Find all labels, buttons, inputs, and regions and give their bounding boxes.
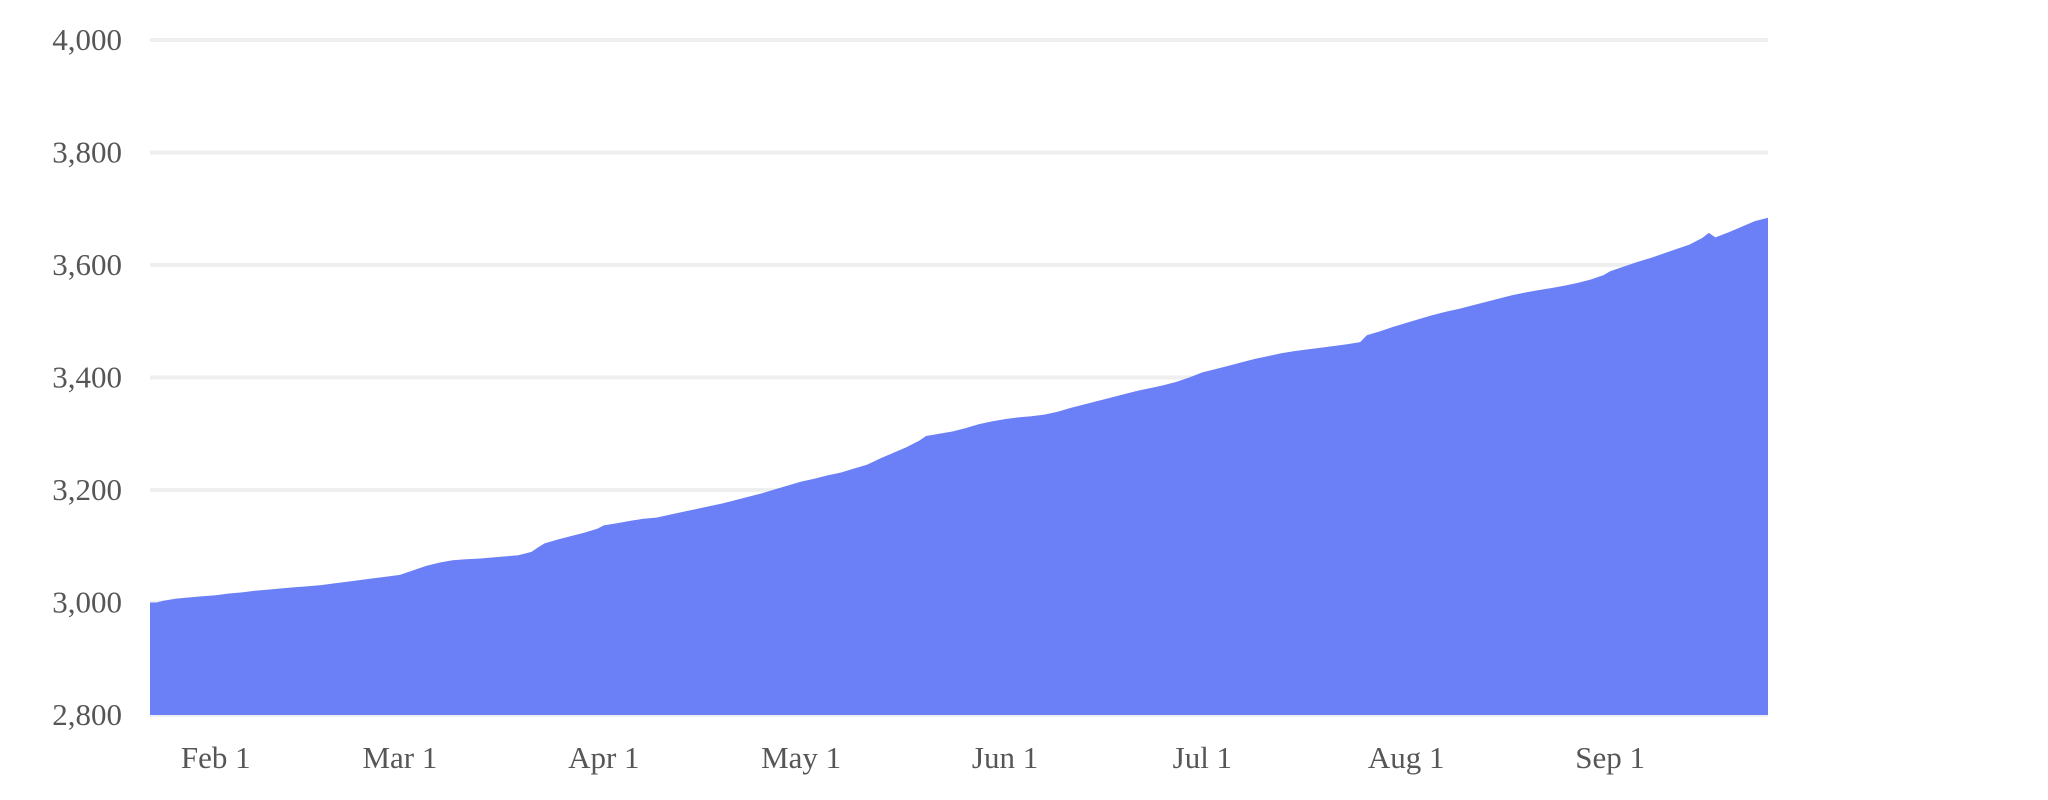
area-series [150,217,1768,716]
x-axis-labels: Feb 1 Mar 1 Apr 1 May 1 Jun 1 Jul 1 Aug 1 Sep 1 [181,740,1645,775]
x-axis-tick-label: Apr 1 [568,740,639,775]
y-axis-tick-label: 4,000 [52,22,122,57]
y-axis-labels: 4,000 3,800 3,600 3,400 3,200 3,000 2,800 [52,22,122,732]
y-axis-tick-label: 3,400 [52,360,122,395]
x-axis-tick-label: Feb 1 [181,740,251,775]
x-axis-tick-label: Jun 1 [972,740,1038,775]
y-axis-tick-label: 3,800 [52,135,122,170]
x-axis-tick-label: Mar 1 [362,740,437,775]
y-axis-tick-label: 3,000 [52,585,122,620]
y-axis-tick-label: 3,600 [52,247,122,282]
x-axis-tick-label: Jul 1 [1173,740,1232,775]
y-axis-tick-label: 2,800 [52,697,122,732]
area-series-shape [150,217,1768,716]
x-axis-tick-label: Sep 1 [1575,740,1645,775]
x-axis-tick-label: Aug 1 [1368,740,1445,775]
y-axis-tick-label: 3,200 [52,472,122,507]
x-axis-tick-label: May 1 [761,740,841,775]
